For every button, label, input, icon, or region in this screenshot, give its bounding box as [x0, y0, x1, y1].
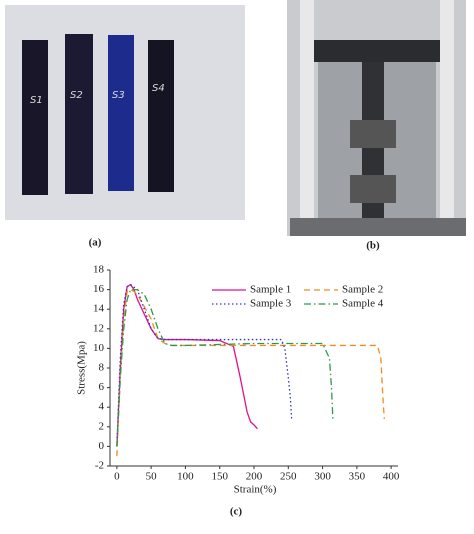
y-axis-label: Stress(Mpa) [76, 341, 88, 395]
x-tick-label: 400 [383, 471, 400, 483]
panel-label: (c) [230, 506, 243, 518]
y-tick-label: 0 [99, 440, 105, 452]
x-tick-label: 300 [314, 471, 331, 483]
panel-label: (a) [89, 237, 102, 249]
y-tick-label: 14 [93, 303, 105, 315]
legend-label: Sample 4 [342, 298, 384, 310]
series-line [116, 283, 293, 447]
x-axis-label: Strain(%) [234, 484, 277, 496]
x-tick-label: 0 [114, 471, 120, 483]
legend-label: Sample 2 [342, 284, 383, 296]
y-tick-label: 4 [99, 401, 105, 413]
panel-label: (b) [366, 240, 380, 252]
series-line [116, 283, 258, 447]
legend-label: Sample 3 [250, 298, 292, 310]
x-tick-label: 100 [177, 471, 194, 483]
series-line [116, 288, 334, 447]
y-tick-label: 6 [99, 381, 105, 393]
x-tick-label: 150 [211, 471, 228, 483]
x-tick-label: 50 [146, 471, 158, 483]
strips [22, 34, 174, 195]
x-tick-label: 200 [246, 471, 263, 483]
y-tick-label: 18 [93, 264, 105, 276]
photo-b [287, 0, 466, 236]
y-tick-label: 8 [99, 362, 105, 374]
y-tick-label: 12 [93, 322, 104, 334]
y-tick-label: -2 [95, 460, 104, 472]
y-tick-label: 10 [93, 342, 105, 354]
strip-label: S3 [112, 90, 125, 101]
x-tick-label: 350 [349, 471, 366, 483]
strip-label: S4 [152, 83, 165, 94]
strip-label: S1 [30, 95, 43, 106]
y-tick-label: 16 [93, 283, 105, 295]
series-line [116, 288, 385, 457]
legend-label: Sample 1 [250, 284, 291, 296]
y-tick-label: 2 [99, 420, 105, 432]
x-tick-label: 250 [280, 471, 297, 483]
strip-label: S2 [70, 90, 83, 101]
